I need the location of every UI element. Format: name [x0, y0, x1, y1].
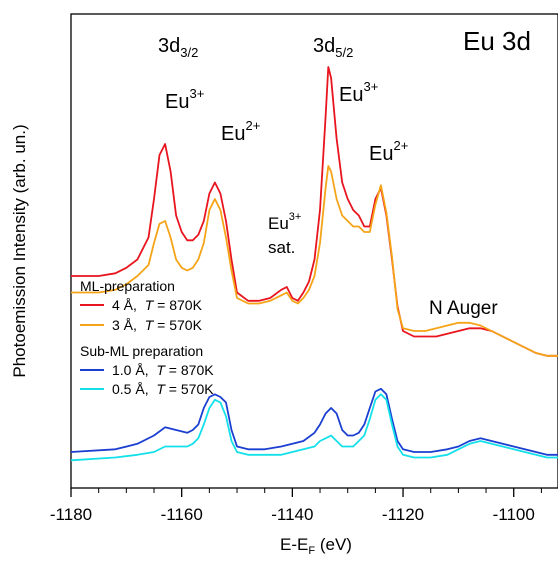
x-tick-label: -1160: [161, 505, 203, 524]
label-3d52-sub: 5/2: [335, 45, 353, 60]
chart-title: Eu 3d: [463, 26, 531, 56]
label-eu2-3d52: Eu2+: [369, 138, 408, 165]
x-label-unit: (eV): [315, 535, 352, 554]
legend-entry-0-5a-prefix: 0.5 Å,: [112, 381, 156, 397]
x-label-main: E-E: [280, 535, 308, 554]
x-axis: -1180 -1160 -1140 -1120 -1100: [50, 488, 542, 524]
series-layer: [70, 66, 558, 462]
label-eu3-sat-charge: 3+: [289, 211, 302, 223]
legend-entry-4a-prefix: 4 Å,: [112, 297, 145, 313]
label-eu3-sat-eu: Eu: [268, 214, 289, 233]
label-sat: sat.: [268, 238, 295, 257]
legend: ML-preparation 4 Å, T = 870K 3 Å, T = 57…: [80, 278, 214, 397]
label-3d52-base: 3d: [313, 35, 335, 57]
legend-heading-subml: Sub-ML preparation: [80, 343, 203, 359]
label-eu2-3d32: Eu2+: [221, 118, 260, 145]
x-tick-label: -1180: [50, 505, 92, 524]
legend-entry-3a-var: T: [145, 317, 155, 333]
label-eu2-3d52-charge: 2+: [393, 138, 408, 153]
series-3a-570k: [71, 165, 558, 357]
plot-area: [70, 13, 558, 489]
label-eu3-3d52-charge: 3+: [363, 79, 378, 94]
label-eu3-3d52: Eu3+: [339, 79, 378, 106]
x-tick-label: -1140: [271, 505, 313, 524]
label-3d32: 3d3/2: [158, 35, 198, 60]
legend-entry-0-5a: 0.5 Å, T = 570K: [112, 381, 214, 397]
label-n-auger: N Auger: [429, 298, 498, 319]
series-0-5a-570k: [70, 393, 558, 462]
x-axis-label: E-EF (eV): [280, 535, 352, 557]
legend-entry-4a-value: = 870K: [153, 297, 202, 313]
label-3d32-base: 3d: [158, 35, 180, 57]
series-4a-870k: [71, 66, 558, 357]
series-1-0a-870k: [70, 387, 558, 456]
x-tick-label: -1100: [493, 505, 535, 524]
label-eu2-3d32-charge: 2+: [245, 118, 260, 133]
legend-entry-1-0a-value: = 870K: [165, 362, 214, 378]
y-axis-label: Photoemission Intensity (arb. un.): [10, 124, 29, 377]
legend-entry-0-5a-var: T: [156, 381, 166, 397]
legend-entry-0-5a-value: = 570K: [165, 381, 214, 397]
legend-entry-1-0a-var: T: [156, 362, 166, 378]
peak-annotations: 3d3/2 3d5/2 Eu3+ Eu2+ Eu3+ Eu2+ Eu3+ sat…: [158, 35, 498, 319]
legend-entry-1-0a-prefix: 1.0 Å,: [112, 362, 156, 378]
label-eu3-3d32-eu: Eu: [165, 91, 189, 113]
legend-heading-ml: ML-preparation: [80, 278, 175, 294]
label-eu3-3d32-charge: 3+: [189, 86, 204, 101]
legend-entry-3a: 3 Å, T = 570K: [112, 317, 203, 333]
label-eu3-sat: Eu3+: [268, 211, 301, 233]
legend-entry-3a-value: = 570K: [153, 317, 202, 333]
legend-entry-4a-var: T: [145, 297, 155, 313]
label-3d52: 3d5/2: [313, 35, 353, 60]
label-3d32-sub: 3/2: [180, 45, 198, 60]
label-eu3-3d32: Eu3+: [165, 86, 204, 113]
x-label-sub: F: [308, 545, 315, 557]
label-eu2-3d32-eu: Eu: [221, 123, 245, 145]
legend-entry-4a: 4 Å, T = 870K: [112, 297, 203, 313]
label-eu3-3d52-eu: Eu: [339, 84, 363, 106]
plot-frame: [70, 13, 558, 489]
legend-entry-3a-prefix: 3 Å,: [112, 317, 145, 333]
legend-entry-1-0a: 1.0 Å, T = 870K: [112, 362, 214, 378]
label-eu2-3d52-eu: Eu: [369, 143, 393, 165]
x-tick-label: -1120: [382, 505, 424, 524]
